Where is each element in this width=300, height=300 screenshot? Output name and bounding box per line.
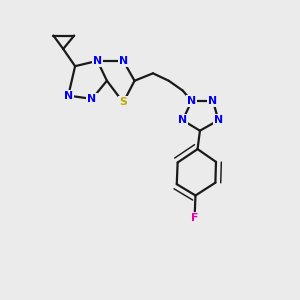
- Text: N: N: [178, 115, 187, 125]
- Text: S: S: [119, 98, 127, 107]
- Text: N: N: [214, 115, 223, 125]
- Text: N: N: [93, 56, 102, 66]
- Text: N: N: [64, 91, 73, 100]
- Text: N: N: [187, 96, 196, 106]
- Text: F: F: [191, 213, 198, 223]
- Text: N: N: [208, 96, 217, 106]
- Text: N: N: [88, 94, 97, 104]
- Text: N: N: [119, 56, 128, 66]
